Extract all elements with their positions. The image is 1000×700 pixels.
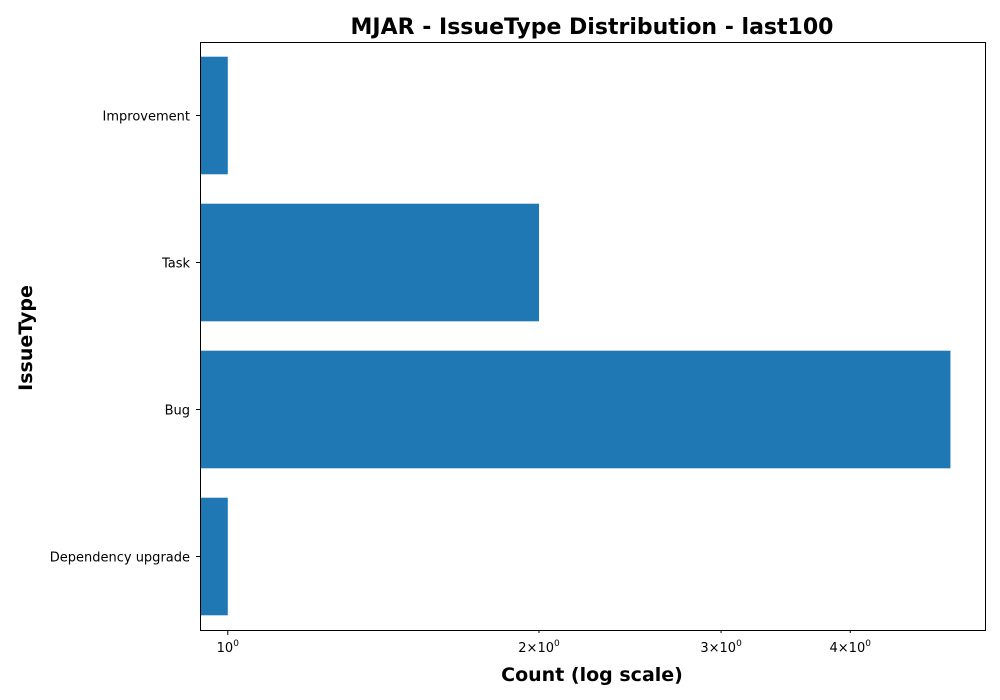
x-tick-label: 100 xyxy=(217,639,240,656)
x-tick-label: 3×100 xyxy=(700,639,742,656)
y-axis-label: IssueType xyxy=(15,285,37,391)
y-axis-ticks: Dependency upgrade Bug Task Improvement xyxy=(50,110,200,566)
x-tick-label: 2×100 xyxy=(518,639,560,656)
x-tick-label: 4×100 xyxy=(830,639,872,656)
bar xyxy=(200,497,228,616)
y-tick-label: Dependency upgrade xyxy=(50,551,190,566)
y-tick-label: Improvement xyxy=(103,110,190,125)
plot-frame xyxy=(200,42,986,631)
chart-title: MJAR - IssueType Distribution - last100 xyxy=(351,15,834,40)
bar xyxy=(200,203,540,322)
bars-group xyxy=(200,56,951,616)
bar xyxy=(200,56,228,175)
x-axis-label: Count (log scale) xyxy=(501,664,683,686)
bar xyxy=(200,350,951,469)
y-tick-label: Bug xyxy=(165,404,190,419)
y-tick-label: Task xyxy=(161,257,191,272)
x-axis-ticks: 100 2×100 3×100 4×100 xyxy=(217,630,872,656)
